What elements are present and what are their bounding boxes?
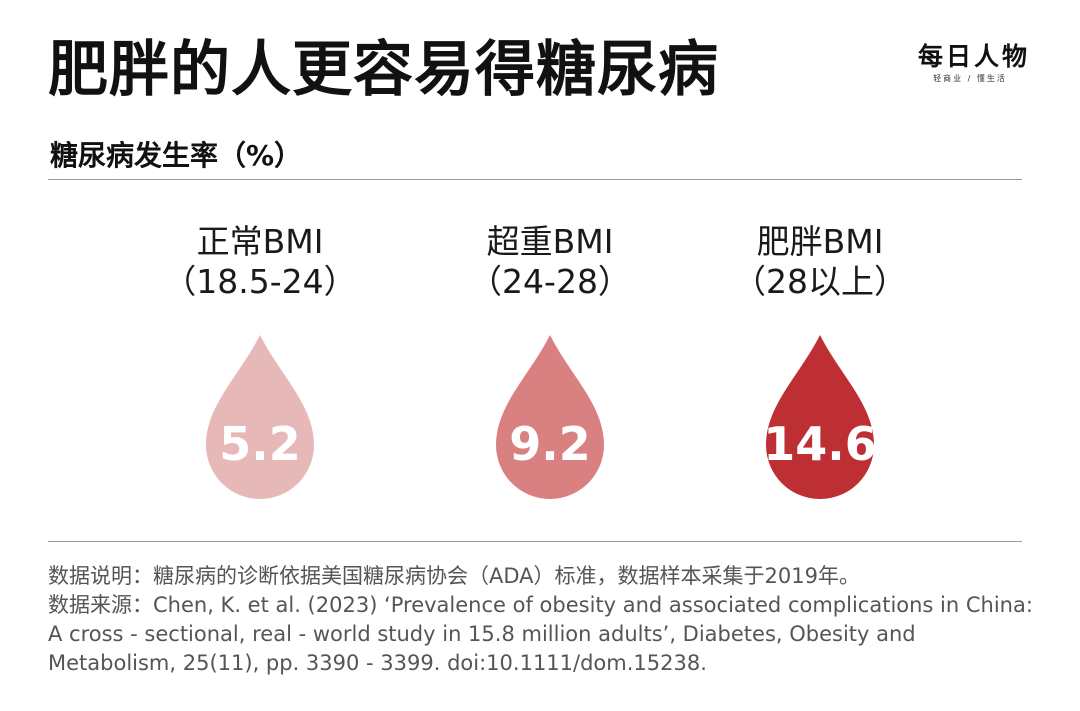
blood-drop-mark: [206, 335, 314, 499]
category-range-label: （18.5-24）: [163, 262, 356, 301]
brand-tagline: 轻商业 / 懂生活: [933, 74, 1007, 83]
footnotes: 数据说明：糖尿病的诊断依据美国糖尿病协会（ADA）标准，数据样本采集于2019年…: [48, 562, 1038, 678]
value-label: 5.2: [219, 417, 301, 471]
category-range-label: （28以上）: [733, 262, 907, 301]
data-note: 数据说明：糖尿病的诊断依据美国糖尿病协会（ADA）标准，数据样本采集于2019年…: [48, 564, 860, 588]
brand-name: 每日人物: [918, 42, 1031, 71]
bottom-divider: [48, 541, 1022, 542]
brand-logo: 每日人物 轻商业 / 懂生活: [918, 42, 1031, 86]
category-label: 肥胖BMI: [757, 222, 884, 261]
blood-drop-mark: [765, 335, 875, 500]
page-title: 肥胖的人更容易得糖尿病: [48, 35, 719, 105]
category-label: 正常BMI: [197, 222, 324, 261]
chart-subtitle: 糖尿病发生率（%）: [50, 139, 303, 172]
value-label: 14.6: [763, 417, 877, 471]
value-label: 9.2: [509, 417, 591, 471]
category-label: 超重BMI: [487, 222, 614, 261]
top-divider: [48, 179, 1022, 180]
data-source: 数据来源：Chen, K. et al. (2023) ‘Prevalence …: [48, 593, 1033, 675]
category-range-label: （24-28）: [469, 262, 631, 301]
blood-drop-mark: [496, 335, 604, 499]
